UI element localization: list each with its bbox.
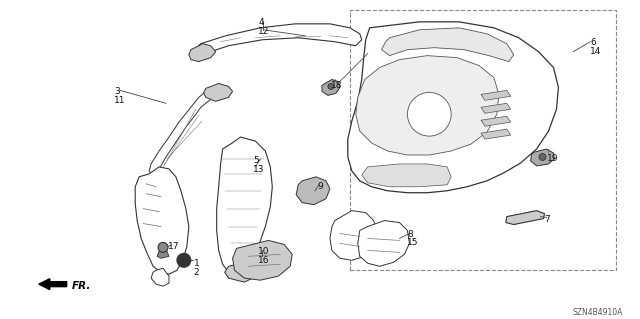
- Text: 13: 13: [253, 165, 265, 174]
- Polygon shape: [296, 177, 330, 205]
- Polygon shape: [151, 268, 169, 286]
- Polygon shape: [481, 90, 511, 100]
- Text: 3: 3: [115, 87, 120, 96]
- Polygon shape: [481, 129, 511, 139]
- Text: 4: 4: [259, 18, 264, 27]
- Polygon shape: [135, 167, 189, 274]
- Polygon shape: [531, 149, 554, 166]
- Text: 7: 7: [545, 215, 550, 224]
- Bar: [350, 10, 616, 270]
- Polygon shape: [356, 56, 499, 155]
- FancyArrow shape: [39, 279, 67, 290]
- Polygon shape: [348, 22, 559, 193]
- Polygon shape: [225, 262, 252, 282]
- Polygon shape: [189, 44, 216, 62]
- Text: 6: 6: [590, 38, 596, 47]
- Polygon shape: [381, 28, 514, 62]
- Polygon shape: [362, 164, 451, 187]
- Text: 17: 17: [168, 242, 179, 251]
- Text: 14: 14: [590, 47, 602, 56]
- Polygon shape: [481, 103, 511, 113]
- Text: 18: 18: [331, 81, 342, 91]
- Text: 10: 10: [259, 247, 270, 256]
- Circle shape: [177, 253, 191, 267]
- Text: 11: 11: [115, 96, 126, 105]
- Circle shape: [539, 153, 546, 160]
- Polygon shape: [330, 211, 378, 260]
- Text: FR.: FR.: [72, 281, 91, 291]
- Text: 16: 16: [259, 256, 270, 265]
- Text: 12: 12: [259, 27, 270, 36]
- Text: 8: 8: [408, 229, 413, 239]
- Polygon shape: [204, 84, 232, 101]
- Polygon shape: [506, 211, 545, 225]
- Polygon shape: [481, 116, 511, 126]
- Polygon shape: [358, 220, 410, 266]
- Bar: [390, 167, 444, 181]
- Polygon shape: [193, 24, 362, 58]
- Text: SZN4B4910A: SZN4B4910A: [573, 308, 623, 317]
- Polygon shape: [232, 241, 292, 280]
- Polygon shape: [149, 87, 219, 174]
- Circle shape: [408, 93, 451, 136]
- Text: 2: 2: [194, 268, 200, 277]
- Text: 15: 15: [408, 238, 419, 248]
- Polygon shape: [217, 137, 272, 274]
- Circle shape: [328, 84, 334, 89]
- Text: 19: 19: [547, 154, 558, 163]
- Text: 1: 1: [194, 259, 200, 268]
- Polygon shape: [322, 79, 340, 95]
- Circle shape: [158, 242, 168, 252]
- Text: 5: 5: [253, 156, 259, 165]
- Polygon shape: [157, 251, 169, 258]
- Text: 9: 9: [317, 182, 323, 191]
